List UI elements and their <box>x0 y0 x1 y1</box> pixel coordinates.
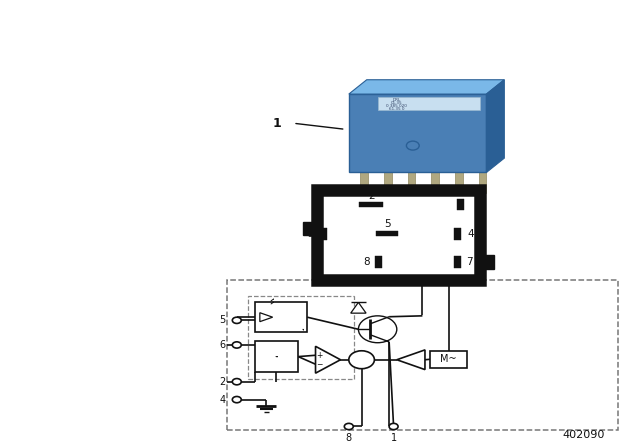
Text: 1: 1 <box>390 433 397 443</box>
Polygon shape <box>351 302 366 313</box>
Circle shape <box>358 316 397 343</box>
Text: 4: 4 <box>219 395 225 405</box>
FancyBboxPatch shape <box>454 228 461 240</box>
FancyBboxPatch shape <box>458 199 465 210</box>
FancyBboxPatch shape <box>431 170 439 193</box>
Polygon shape <box>349 80 504 94</box>
Text: 6: 6 <box>307 229 313 239</box>
FancyBboxPatch shape <box>454 256 461 268</box>
Text: 8: 8 <box>364 257 370 267</box>
Polygon shape <box>316 346 340 373</box>
Polygon shape <box>260 313 273 322</box>
Text: +: + <box>316 351 323 360</box>
Text: 0 385 020: 0 385 020 <box>387 104 407 108</box>
Circle shape <box>232 396 241 403</box>
Text: 5: 5 <box>384 220 390 229</box>
FancyBboxPatch shape <box>479 170 486 193</box>
Circle shape <box>232 342 241 348</box>
Polygon shape <box>303 222 317 235</box>
FancyBboxPatch shape <box>375 256 383 268</box>
Text: 1: 1 <box>458 188 464 198</box>
FancyBboxPatch shape <box>408 170 415 193</box>
Polygon shape <box>486 80 504 172</box>
Text: 6: 6 <box>219 340 225 350</box>
Text: M~: M~ <box>440 354 457 364</box>
FancyBboxPatch shape <box>359 202 383 207</box>
FancyBboxPatch shape <box>455 170 463 193</box>
Text: 8: 8 <box>346 433 352 443</box>
FancyBboxPatch shape <box>360 170 368 193</box>
Text: 01.35: 01.35 <box>391 101 403 105</box>
Text: 4: 4 <box>467 229 474 239</box>
FancyBboxPatch shape <box>255 302 307 332</box>
Text: 1: 1 <box>273 116 282 130</box>
Circle shape <box>232 317 241 323</box>
FancyBboxPatch shape <box>321 228 328 240</box>
FancyBboxPatch shape <box>349 94 486 172</box>
FancyBboxPatch shape <box>378 97 480 110</box>
FancyBboxPatch shape <box>384 170 392 193</box>
FancyBboxPatch shape <box>317 190 480 280</box>
Circle shape <box>344 423 353 430</box>
Text: 402090: 402090 <box>563 431 605 440</box>
Text: DRL: DRL <box>393 98 401 102</box>
FancyBboxPatch shape <box>430 351 467 368</box>
Text: 7: 7 <box>433 274 439 284</box>
Text: 2: 2 <box>368 191 374 201</box>
Circle shape <box>232 379 241 385</box>
FancyBboxPatch shape <box>255 341 298 372</box>
Text: 2: 2 <box>219 377 225 387</box>
Text: 7: 7 <box>467 257 473 267</box>
Text: 5: 5 <box>219 315 225 325</box>
Circle shape <box>418 276 427 282</box>
Text: −: − <box>316 360 323 369</box>
Circle shape <box>389 423 398 430</box>
Text: 61.35 0: 61.35 0 <box>389 108 404 111</box>
Circle shape <box>406 141 419 150</box>
Polygon shape <box>397 350 425 370</box>
FancyBboxPatch shape <box>376 231 398 237</box>
Circle shape <box>349 351 374 369</box>
Polygon shape <box>480 255 494 269</box>
